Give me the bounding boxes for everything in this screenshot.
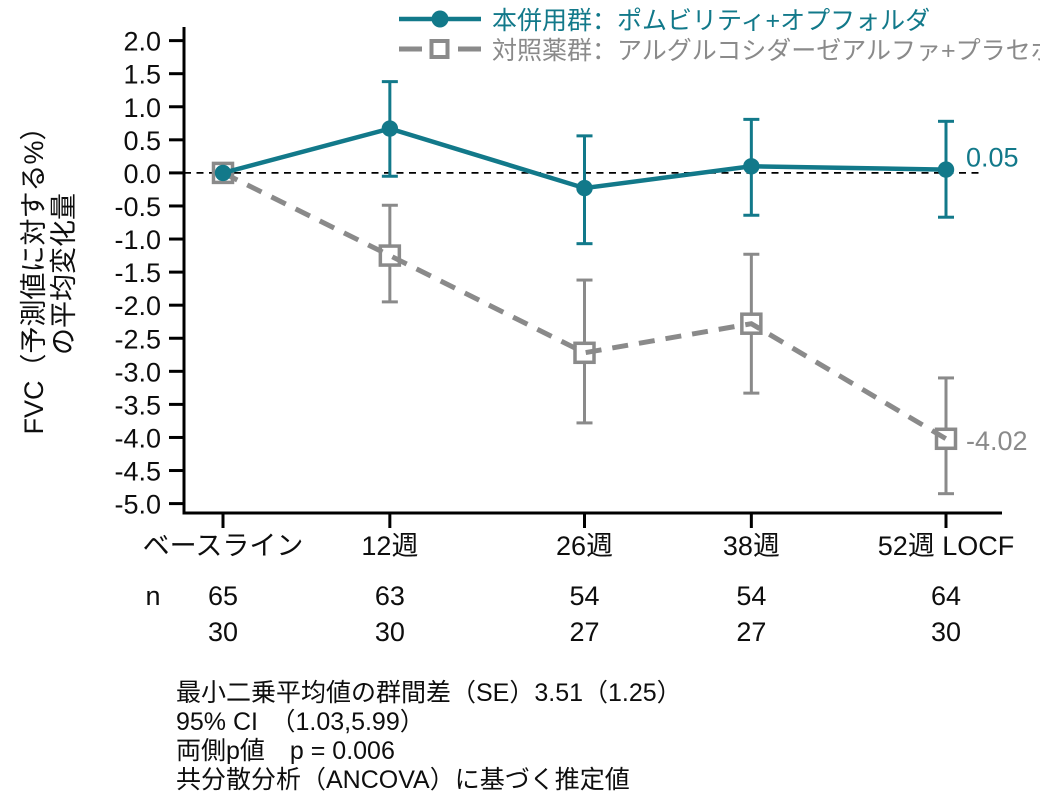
y-tick-label: -3.5: [114, 390, 161, 420]
footnote-line-ancova: 共分散分析（ANCOVA）に基づく推定値: [176, 766, 630, 794]
y-tick-label: -4.5: [114, 457, 161, 487]
footnote-line-pvalue: 両側p値 p = 0.006: [176, 737, 395, 765]
n-value: 30: [931, 617, 961, 647]
legend-item-control: 対照薬群：アルグルコシダーゼアルファ+プラセボ: [396, 35, 1040, 65]
n-value: 27: [569, 617, 599, 647]
footnote-line-lsmean-diff: 最小二乗平均値の群間差（SE）3.51（1.25）: [176, 679, 682, 707]
y-tick-label: 1.0: [123, 93, 161, 123]
y-tick-label: -2.0: [114, 291, 161, 321]
end-value-label: -4.02: [966, 426, 1028, 456]
data-point-marker-circle: [214, 164, 232, 182]
legend-marker-solid-circle-icon: [399, 10, 481, 27]
n-row-label: n: [145, 581, 160, 611]
x-tick-label: 38週: [723, 531, 780, 561]
y-tick-label: 0.0: [123, 159, 161, 189]
y-axis-title: FVC（予測値に対する%） の平均変化量: [19, 56, 81, 492]
legend-marker-dashed-square-icon: [399, 38, 481, 59]
y-tick-label: 2.0: [123, 27, 161, 57]
n-value: 54: [569, 581, 599, 611]
n-value: 63: [375, 581, 405, 611]
data-point-marker-circle: [381, 120, 399, 137]
y-tick-label: -5.0: [114, 490, 161, 520]
y-tick-label: 1.5: [123, 60, 161, 90]
data-point-marker-circle: [576, 179, 593, 197]
legend-item-treatment: 本併用群：ポムビリティ+オプフォルダ: [396, 5, 1040, 35]
y-axis-title-line2: の平均変化量: [49, 193, 79, 355]
legend-label-treatment: 本併用群：ポムビリティ+オプフォルダ: [492, 6, 931, 35]
x-tick-label: 26週: [556, 531, 613, 561]
y-tick-label: -3.0: [114, 357, 161, 387]
n-value: 64: [931, 581, 961, 611]
y-tick-label: -1.5: [114, 258, 161, 288]
n-value: 30: [375, 617, 405, 647]
y-tick-label: -2.5: [114, 324, 161, 354]
footnote-block: 最小二乗平均値の群間差（SE）3.51（1.25） 95% CI （1.03,5…: [176, 679, 682, 795]
x-tick-label: 52週 LOCF: [878, 531, 1015, 561]
y-tick-label: -1.0: [114, 225, 161, 255]
data-point-marker-square: [378, 244, 402, 267]
x-tick-label: 12週: [361, 531, 418, 561]
end-value-label: 0.05: [966, 143, 1019, 173]
y-tick-label: -4.0: [114, 423, 161, 453]
n-value: 30: [208, 617, 238, 647]
legend: 本併用群：ポムビリティ+オプフォルダ 対照薬群：アルグルコシダーゼアルファ+プラ…: [396, 5, 1040, 65]
x-tick-label: ベースライン: [143, 531, 304, 561]
y-axis-title-line1: FVC（予測値に対する%）: [19, 113, 49, 435]
n-value: 54: [736, 581, 766, 611]
footnote-line-ci: 95% CI （1.03,5.99）: [176, 708, 425, 736]
series-line-control: [221, 170, 948, 441]
legend-label-control: 対照薬群：アルグルコシダーゼアルファ+プラセボ: [492, 36, 1040, 65]
data-point-marker-circle: [743, 158, 760, 175]
data-point-marker-circle: [937, 161, 955, 178]
y-tick-label: 0.5: [123, 126, 161, 156]
y-tick-label: -0.5: [114, 192, 161, 222]
n-value: 27: [736, 617, 766, 647]
n-value: 65: [208, 581, 238, 611]
